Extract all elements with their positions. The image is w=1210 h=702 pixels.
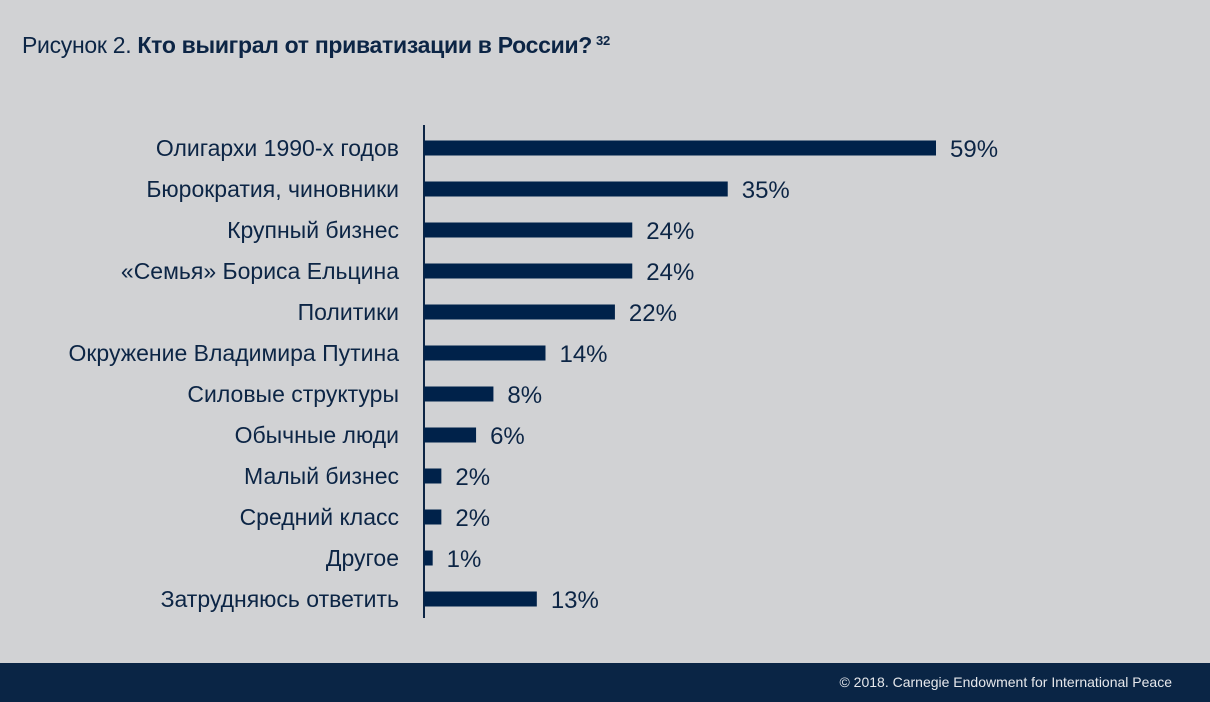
category-label: Бюрократия, чиновники — [146, 176, 399, 202]
bar — [424, 468, 442, 484]
value-label: 2% — [455, 464, 490, 491]
chart-title: Рисунок 2. Кто выиграл от приватизации в… — [22, 32, 610, 59]
value-label: 1% — [447, 546, 482, 573]
value-label: 24% — [646, 218, 694, 245]
category-label: Крупный бизнес — [227, 217, 399, 243]
bar — [424, 591, 537, 607]
value-label: 6% — [490, 423, 525, 450]
figure-title: Кто выиграл от приватизации в России? — [137, 32, 593, 58]
category-label: Олигархи 1990-х годов — [156, 135, 399, 161]
category-label: «Семья» Бориса Ельцина — [121, 258, 399, 284]
value-label: 59% — [950, 136, 998, 163]
bar — [424, 386, 494, 402]
bar — [424, 509, 442, 525]
value-label: 35% — [742, 177, 790, 204]
category-label: Обычные люди — [235, 422, 399, 448]
category-label: Другое — [326, 545, 399, 571]
bar — [424, 263, 633, 279]
value-label: 13% — [551, 587, 599, 614]
bar — [424, 181, 728, 197]
bar — [424, 427, 477, 443]
category-label: Затрудняюсь ответить — [161, 586, 399, 612]
bar — [424, 304, 615, 320]
footnote-ref: 32 — [596, 33, 610, 48]
bar-chart: Олигархи 1990-х годов 59% Бюрократия, чино… — [68, 125, 998, 618]
bar — [424, 222, 633, 238]
footer-band: © 2018. Carnegie Endowment for Internati… — [0, 663, 1210, 702]
category-label: Малый бизнес — [244, 463, 399, 489]
value-label: 2% — [455, 505, 490, 532]
category-label: Политики — [298, 299, 399, 325]
figure-number: Рисунок 2. — [22, 32, 132, 58]
value-label: 8% — [507, 382, 542, 409]
copyright: © 2018. Carnegie Endowment for Internati… — [839, 674, 1172, 690]
category-label: Силовые структуры — [187, 381, 399, 407]
value-label: 24% — [646, 259, 694, 286]
category-label: Средний класс — [240, 504, 399, 530]
value-label: 14% — [559, 341, 607, 368]
bar — [424, 345, 546, 361]
bar — [424, 140, 936, 156]
value-label: 22% — [629, 300, 677, 327]
bar — [424, 550, 433, 566]
category-label: Окружение Владимира Путина — [68, 340, 399, 366]
